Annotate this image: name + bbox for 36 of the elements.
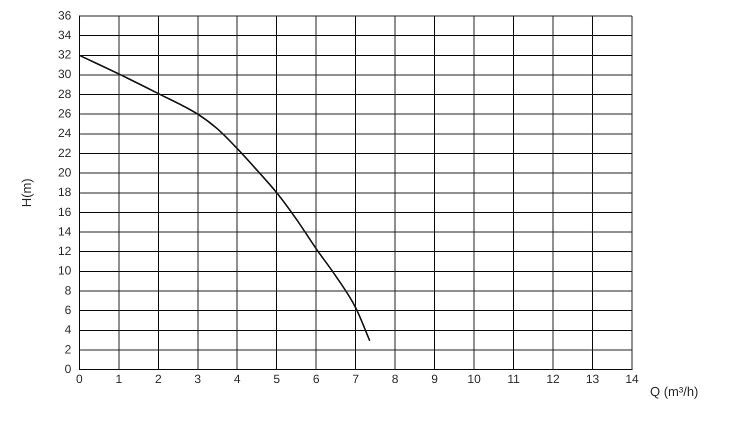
x-tick-label: 14 bbox=[625, 372, 639, 386]
y-tick-label: 26 bbox=[58, 106, 72, 121]
y-tick-label: 32 bbox=[58, 48, 72, 62]
y-tick-label: 2 bbox=[64, 342, 72, 356]
y-axis-title: H(m) bbox=[18, 178, 34, 208]
x-tick-label: 11 bbox=[507, 372, 520, 386]
x-tick-label: 12 bbox=[546, 372, 560, 386]
x-tick-label: 5 bbox=[273, 372, 280, 386]
y-tick-label: 34 bbox=[58, 28, 72, 42]
y-tick-label: 14 bbox=[58, 224, 72, 238]
x-tick-label: 0 bbox=[76, 372, 84, 386]
y-tick-label: 30 bbox=[58, 67, 72, 82]
y-tick-label: 28 bbox=[58, 86, 72, 101]
y-tick-label: 16 bbox=[58, 204, 72, 219]
y-tick-label: 20 bbox=[58, 165, 72, 180]
x-tick-label: 8 bbox=[392, 372, 399, 386]
y-tick-label: 10 bbox=[58, 264, 72, 278]
y-tick-label: 12 bbox=[58, 244, 72, 258]
y-tick-label: 22 bbox=[58, 146, 72, 160]
x-tick-label: 9 bbox=[431, 372, 438, 386]
x-tick-label: 3 bbox=[194, 372, 202, 386]
x-tick-label: 4 bbox=[234, 372, 241, 386]
x-tick-label: 13 bbox=[586, 372, 600, 386]
x-tick-label: 10 bbox=[467, 372, 482, 386]
y-tick-label: 36 bbox=[58, 8, 72, 22]
x-tick-label: 7 bbox=[352, 372, 360, 386]
y-tick-label: 0 bbox=[64, 362, 72, 376]
y-tick-label: 18 bbox=[58, 185, 72, 200]
y-tick-label: 24 bbox=[58, 126, 72, 140]
y-tick-label: 4 bbox=[64, 322, 72, 337]
x-axis-title: Q (m³/h) bbox=[650, 384, 698, 400]
y-tick-label: 6 bbox=[64, 302, 72, 317]
x-tick-label: 1 bbox=[115, 372, 122, 386]
y-tick-label: 8 bbox=[64, 283, 72, 298]
x-tick-label: 2 bbox=[154, 372, 162, 386]
x-tick-label: 6 bbox=[312, 372, 320, 386]
